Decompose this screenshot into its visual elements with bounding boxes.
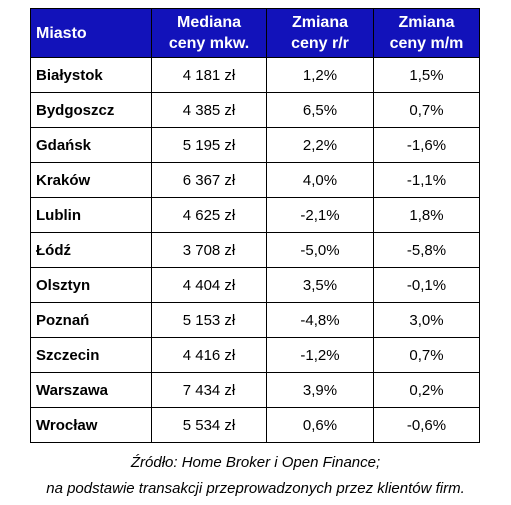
table-row: Olsztyn 4 404 zł 3,5% -0,1% xyxy=(30,267,480,303)
cell-mom: -0,1% xyxy=(373,267,480,303)
table-row: Białystok 4 181 zł 1,2% 1,5% xyxy=(30,57,480,93)
cell-city: Gdańsk xyxy=(30,127,152,163)
cell-median: 4 625 zł xyxy=(151,197,267,233)
cell-city: Łódź xyxy=(30,232,152,268)
price-table-wrapper: Miasto Mediana ceny mkw. Zmiana ceny r/r… xyxy=(30,8,480,443)
header-yoy-line2: ceny r/r xyxy=(291,35,349,52)
cell-yoy: 3,9% xyxy=(266,372,374,408)
header-median: Mediana ceny mkw. xyxy=(151,8,267,58)
cell-mom: 1,8% xyxy=(373,197,480,233)
table-body: Białystok 4 181 zł 1,2% 1,5% Bydgoszcz 4… xyxy=(30,57,480,443)
cell-city: Bydgoszcz xyxy=(30,92,152,128)
cell-city: Lublin xyxy=(30,197,152,233)
header-median-line2: ceny mkw. xyxy=(168,35,250,52)
table-header: Miasto Mediana ceny mkw. Zmiana ceny r/r… xyxy=(30,8,480,58)
cell-median: 7 434 zł xyxy=(151,372,267,408)
cell-mom: 0,7% xyxy=(373,337,480,373)
cell-median: 3 708 zł xyxy=(151,232,267,268)
table-row: Wrocław 5 534 zł 0,6% -0,6% xyxy=(30,407,480,443)
header-yoy-line1: Zmiana xyxy=(291,14,348,31)
cell-mom: 3,0% xyxy=(373,302,480,338)
header-mom: Zmiana ceny m/m xyxy=(373,8,480,58)
source-note-line2: na podstawie transakcji przeprowadzonych… xyxy=(46,480,465,497)
cell-city: Olsztyn xyxy=(30,267,152,303)
price-table: Miasto Mediana ceny mkw. Zmiana ceny r/r… xyxy=(30,8,480,443)
cell-median: 5 195 zł xyxy=(151,127,267,163)
cell-median: 6 367 zł xyxy=(151,162,267,198)
cell-median: 4 416 zł xyxy=(151,337,267,373)
header-median-line1: Mediana xyxy=(176,14,241,31)
cell-yoy: 0,6% xyxy=(266,407,374,443)
header-mom-line1: Zmiana xyxy=(398,14,455,31)
cell-yoy: 2,2% xyxy=(266,127,374,163)
header-city-label: Miasto xyxy=(36,24,87,42)
cell-yoy: -5,0% xyxy=(266,232,374,268)
cell-city: Warszawa xyxy=(30,372,152,408)
cell-mom: -5,8% xyxy=(373,232,480,268)
cell-median: 4 404 zł xyxy=(151,267,267,303)
cell-median: 4 385 zł xyxy=(151,92,267,128)
cell-yoy: 6,5% xyxy=(266,92,374,128)
table-row: Poznań 5 153 zł -4,8% 3,0% xyxy=(30,302,480,338)
cell-mom: 0,2% xyxy=(373,372,480,408)
header-mom-line2: ceny m/m xyxy=(389,35,464,52)
table-row: Szczecin 4 416 zł -1,2% 0,7% xyxy=(30,337,480,373)
table-row: Łódź 3 708 zł -5,0% -5,8% xyxy=(30,232,480,268)
header-yoy: Zmiana ceny r/r xyxy=(266,8,374,58)
cell-median: 4 181 zł xyxy=(151,57,267,93)
cell-mom: -0,6% xyxy=(373,407,480,443)
cell-mom: -1,1% xyxy=(373,162,480,198)
cell-city: Poznań xyxy=(30,302,152,338)
cell-median: 5 153 zł xyxy=(151,302,267,338)
table-row: Lublin 4 625 zł -2,1% 1,8% xyxy=(30,197,480,233)
table-row: Gdańsk 5 195 zł 2,2% -1,6% xyxy=(30,127,480,163)
cell-median: 5 534 zł xyxy=(151,407,267,443)
header-city: Miasto xyxy=(30,8,152,58)
cell-mom: 1,5% xyxy=(373,57,480,93)
cell-yoy: -4,8% xyxy=(266,302,374,338)
cell-city: Szczecin xyxy=(30,337,152,373)
cell-mom: 0,7% xyxy=(373,92,480,128)
table-row: Kraków 6 367 zł 4,0% -1,1% xyxy=(30,162,480,198)
cell-yoy: -1,2% xyxy=(266,337,374,373)
cell-yoy: 3,5% xyxy=(266,267,374,303)
cell-yoy: 4,0% xyxy=(266,162,374,198)
source-note-line1: Źródło: Home Broker i Open Finance; xyxy=(130,454,381,471)
cell-yoy: -2,1% xyxy=(266,197,374,233)
header-row: Miasto Mediana ceny mkw. Zmiana ceny r/r… xyxy=(30,8,480,58)
table-row: Bydgoszcz 4 385 zł 6,5% 0,7% xyxy=(30,92,480,128)
cell-city: Białystok xyxy=(30,57,152,93)
cell-city: Wrocław xyxy=(30,407,152,443)
cell-yoy: 1,2% xyxy=(266,57,374,93)
table-row: Warszawa 7 434 zł 3,9% 0,2% xyxy=(30,372,480,408)
cell-city: Kraków xyxy=(30,162,152,198)
cell-mom: -1,6% xyxy=(373,127,480,163)
